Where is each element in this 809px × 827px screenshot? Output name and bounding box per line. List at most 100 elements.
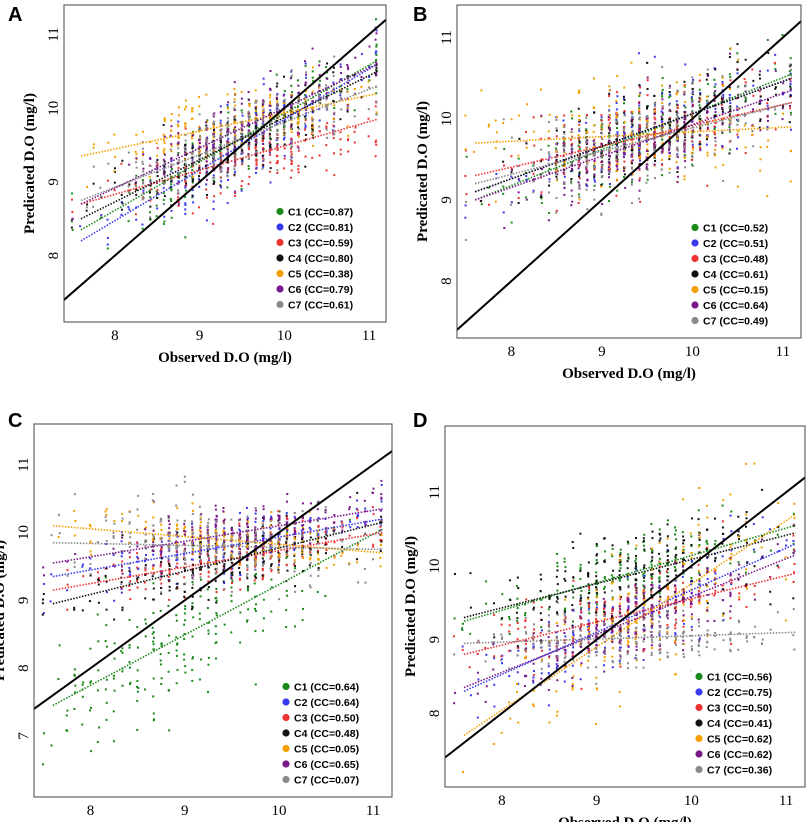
data-point bbox=[298, 98, 300, 100]
data-point bbox=[241, 162, 243, 164]
data-point bbox=[360, 86, 362, 88]
data-point bbox=[170, 157, 172, 159]
data-point bbox=[721, 123, 723, 125]
data-point bbox=[571, 144, 573, 146]
data-point bbox=[106, 508, 108, 510]
data-point bbox=[283, 104, 285, 106]
data-point bbox=[647, 115, 649, 117]
data-point bbox=[153, 525, 155, 527]
data-point bbox=[144, 597, 146, 599]
data-point bbox=[347, 106, 349, 108]
legend-marker-c2 bbox=[282, 698, 289, 705]
data-point bbox=[333, 56, 335, 58]
data-point bbox=[97, 669, 99, 671]
data-point bbox=[595, 571, 597, 573]
data-point bbox=[713, 92, 715, 94]
data-point bbox=[789, 121, 791, 123]
data-point bbox=[121, 537, 123, 539]
data-point bbox=[317, 526, 319, 528]
data-point bbox=[684, 111, 686, 113]
data-point bbox=[199, 135, 201, 137]
data-point bbox=[647, 79, 649, 81]
data-point bbox=[645, 182, 647, 184]
data-point bbox=[185, 190, 187, 192]
data-point bbox=[464, 175, 466, 177]
data-point bbox=[578, 161, 580, 163]
data-point bbox=[241, 125, 243, 127]
data-point bbox=[510, 155, 512, 157]
data-point bbox=[586, 139, 588, 141]
data-point bbox=[721, 81, 723, 83]
data-point bbox=[144, 619, 146, 621]
data-point bbox=[729, 94, 731, 96]
data-point bbox=[661, 66, 663, 68]
data-point bbox=[348, 563, 350, 565]
data-point bbox=[57, 678, 59, 680]
data-point bbox=[207, 588, 209, 590]
data-point bbox=[540, 194, 542, 196]
data-point bbox=[184, 146, 186, 148]
data-point bbox=[760, 158, 762, 160]
data-point bbox=[276, 169, 278, 171]
data-point bbox=[170, 125, 172, 127]
data-point bbox=[121, 520, 123, 522]
data-point bbox=[782, 118, 784, 120]
data-point bbox=[170, 200, 172, 202]
data-point bbox=[90, 525, 92, 527]
data-point bbox=[341, 529, 343, 531]
data-point bbox=[128, 567, 130, 569]
data-point bbox=[571, 162, 573, 164]
data-point bbox=[526, 199, 528, 201]
data-point bbox=[375, 67, 377, 69]
data-point bbox=[171, 168, 173, 170]
data-point bbox=[89, 709, 91, 711]
data-point bbox=[121, 570, 123, 572]
data-point bbox=[294, 591, 296, 593]
data-point bbox=[570, 182, 572, 184]
legend-marker-c6 bbox=[282, 760, 289, 767]
data-point bbox=[286, 518, 288, 520]
data-point bbox=[556, 116, 558, 118]
data-point bbox=[297, 145, 299, 147]
data-point bbox=[510, 204, 512, 206]
data-point bbox=[255, 142, 257, 144]
data-point bbox=[623, 156, 625, 158]
data-point bbox=[643, 545, 645, 547]
data-point bbox=[167, 561, 169, 563]
data-point bbox=[294, 517, 296, 519]
data-point bbox=[86, 210, 88, 212]
data-point bbox=[231, 591, 233, 593]
data-point bbox=[291, 146, 293, 148]
data-point bbox=[223, 581, 225, 583]
data-point bbox=[611, 555, 613, 557]
data-point bbox=[564, 176, 566, 178]
chart-c: 8910117891011Observed D.O (mg/l)Predicat… bbox=[0, 410, 405, 822]
data-point bbox=[661, 92, 663, 94]
data-point bbox=[97, 689, 99, 691]
data-point bbox=[213, 181, 215, 183]
data-point bbox=[667, 519, 669, 521]
data-point bbox=[668, 158, 670, 160]
data-point bbox=[234, 191, 236, 193]
data-point bbox=[177, 196, 179, 198]
data-point bbox=[74, 566, 76, 568]
data-point bbox=[276, 172, 278, 174]
data-point bbox=[277, 103, 279, 105]
data-point bbox=[142, 153, 144, 155]
data-point bbox=[692, 165, 694, 167]
data-point bbox=[368, 81, 370, 83]
data-point bbox=[177, 190, 179, 192]
data-point bbox=[254, 630, 256, 632]
data-point bbox=[601, 168, 603, 170]
data-point bbox=[184, 672, 186, 674]
data-point bbox=[639, 94, 641, 96]
data-point bbox=[525, 131, 527, 133]
data-point bbox=[540, 115, 542, 117]
data-point bbox=[255, 569, 257, 571]
data-point bbox=[661, 118, 663, 120]
data-point bbox=[269, 88, 271, 90]
data-point bbox=[548, 212, 550, 214]
data-point bbox=[183, 659, 185, 661]
data-point bbox=[168, 576, 170, 578]
